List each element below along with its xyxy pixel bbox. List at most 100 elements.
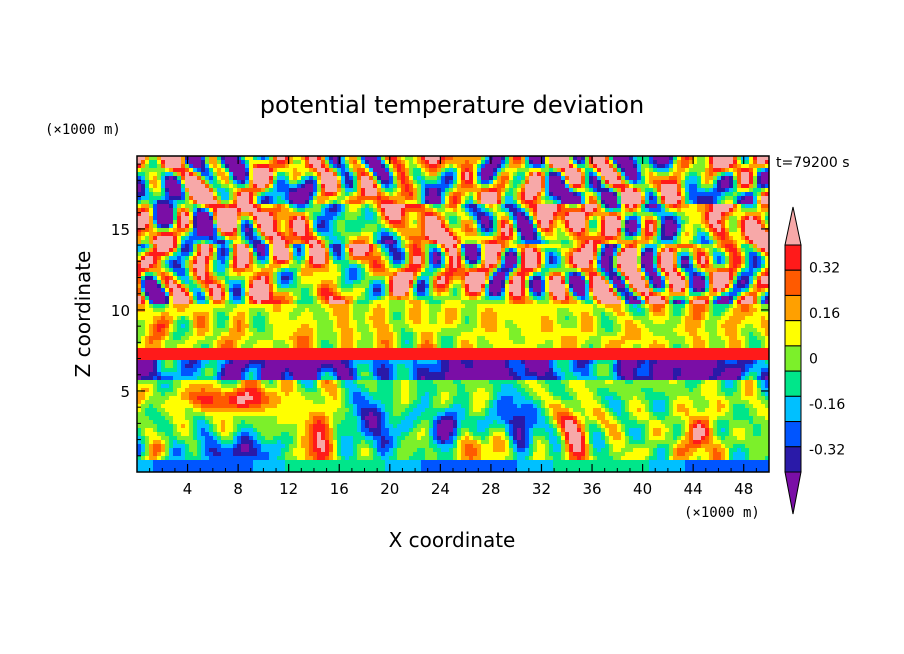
field-cell xyxy=(537,268,542,273)
field-cell xyxy=(393,192,398,197)
field-cell xyxy=(401,276,406,281)
field-cell xyxy=(657,196,662,201)
field-cell xyxy=(637,188,642,193)
field-cell xyxy=(657,228,662,233)
field-cell xyxy=(529,160,534,165)
field-cell xyxy=(421,188,426,193)
field-cell xyxy=(393,256,398,261)
field-cell xyxy=(461,180,466,185)
field-cell xyxy=(497,176,502,181)
field-cell xyxy=(721,164,726,169)
field-cell xyxy=(677,176,682,181)
field-cell xyxy=(309,180,314,185)
field-cell xyxy=(581,204,586,209)
field-cell xyxy=(409,256,414,261)
field-cell xyxy=(693,184,698,189)
field-cell xyxy=(413,168,418,173)
field-cell xyxy=(437,264,442,269)
field-cell xyxy=(677,252,682,257)
field-cell xyxy=(293,232,298,237)
field-cell xyxy=(333,280,338,285)
field-cell xyxy=(513,172,518,177)
field-cell xyxy=(389,268,394,273)
field-cell xyxy=(205,280,210,285)
field-cell xyxy=(657,204,662,209)
field-cell xyxy=(157,164,162,169)
field-cell xyxy=(649,200,654,205)
field-cell xyxy=(625,200,630,205)
field-cell xyxy=(593,160,598,165)
field-cell xyxy=(249,216,254,221)
field-cell xyxy=(205,268,210,273)
field-cell xyxy=(689,192,694,197)
field-cell xyxy=(765,192,769,197)
field-cell xyxy=(361,168,366,173)
field-cell xyxy=(277,228,282,233)
field-cell xyxy=(453,156,458,161)
field-cell xyxy=(281,192,286,197)
field-cell xyxy=(337,192,342,197)
field-cell xyxy=(597,184,602,189)
field-cell xyxy=(641,240,646,245)
field-cell xyxy=(465,180,470,185)
field-cell xyxy=(629,176,634,181)
field-cell xyxy=(345,172,350,177)
field-cell xyxy=(209,164,214,169)
field-cell xyxy=(625,248,630,253)
field-cell xyxy=(261,168,266,173)
field-cell xyxy=(705,160,710,165)
field-cell xyxy=(297,276,302,281)
field-cell xyxy=(505,164,510,169)
field-cell xyxy=(241,160,246,165)
field-cell xyxy=(321,228,326,233)
field-cell xyxy=(509,272,514,277)
field-cell xyxy=(293,268,298,273)
field-cell xyxy=(565,196,570,201)
field-cell xyxy=(365,272,370,277)
field-cell xyxy=(473,188,478,193)
field-cell xyxy=(417,228,422,233)
field-cell xyxy=(657,188,662,193)
field-cell xyxy=(249,192,254,197)
field-cell xyxy=(157,244,162,249)
field-cell xyxy=(409,196,414,201)
field-cell xyxy=(213,156,218,161)
field-cell xyxy=(545,252,550,257)
field-cell xyxy=(329,272,334,277)
field-cell xyxy=(345,276,350,281)
field-cell xyxy=(413,232,418,237)
field-cell xyxy=(581,200,586,205)
field-cell xyxy=(637,264,642,269)
field-cell xyxy=(341,200,346,205)
field-cell xyxy=(473,216,478,221)
field-cell xyxy=(141,248,146,253)
field-cell xyxy=(413,260,418,265)
field-cell xyxy=(465,196,470,201)
field-cell xyxy=(693,200,698,205)
field-cell xyxy=(361,216,366,221)
field-cell xyxy=(281,204,286,209)
field-cell xyxy=(265,232,270,237)
field-cell xyxy=(521,252,526,257)
field-cell xyxy=(597,164,602,169)
field-cell xyxy=(313,256,318,261)
field-cell xyxy=(397,268,402,273)
field-cell xyxy=(605,172,610,177)
field-cell xyxy=(161,160,166,165)
field-cell xyxy=(169,216,174,221)
field-cell xyxy=(657,164,662,169)
field-cell xyxy=(273,264,278,269)
field-cell xyxy=(725,244,730,249)
field-cell xyxy=(525,256,530,261)
field-cell xyxy=(693,220,698,225)
field-cell xyxy=(621,264,626,269)
field-cell xyxy=(741,188,746,193)
field-cell xyxy=(397,220,402,225)
field-cell xyxy=(453,204,458,209)
field-cell xyxy=(533,188,538,193)
field-cell xyxy=(721,216,726,221)
field-cell xyxy=(577,264,582,269)
field-cell xyxy=(169,208,174,213)
field-cell xyxy=(165,216,170,221)
field-cell xyxy=(733,172,738,177)
